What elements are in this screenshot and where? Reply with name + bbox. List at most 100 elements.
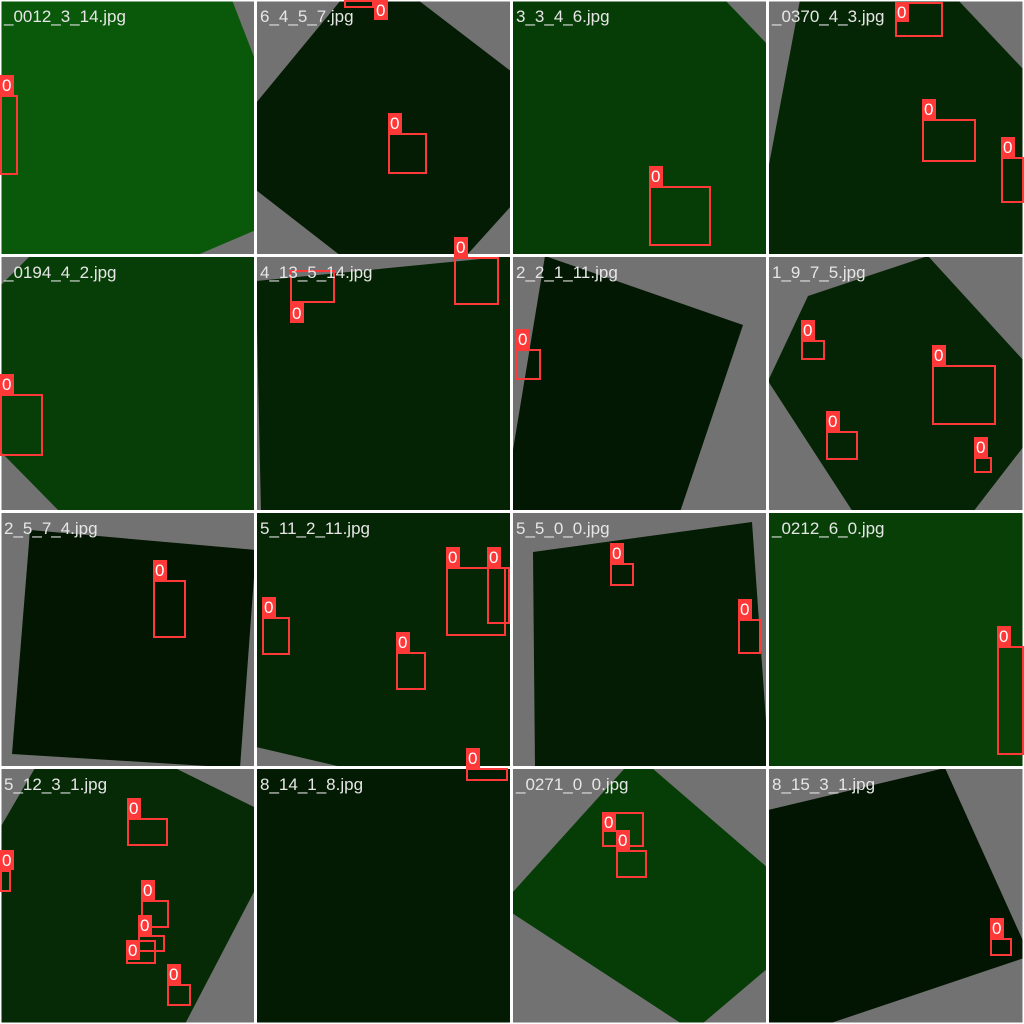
tile-boxes: 0 [0, 75, 18, 175]
mosaic-tile [768, 768, 1024, 1024]
microscopy-image [256, 768, 512, 1024]
image-filename: 5_11_2_11.jpg [260, 519, 370, 538]
class-label-background [602, 812, 616, 832]
class-label: 0 [128, 941, 137, 960]
class-label: 0 [604, 813, 613, 832]
class-label: 0 [155, 561, 164, 580]
bounding-box [974, 457, 992, 473]
image-filename: 8_14_1_8.jpg [260, 775, 363, 794]
tile-boxes: 00 [602, 812, 647, 878]
bounding-box [167, 984, 191, 1006]
tile-boxes: 0 [649, 166, 711, 246]
mosaic-tile [512, 256, 768, 512]
class-label-background [388, 113, 402, 133]
tile-boxes: 00 [290, 237, 499, 323]
class-label-background [997, 626, 1011, 646]
mosaic-tile [768, 0, 1024, 256]
class-label: 0 [489, 548, 498, 567]
image-filename: 3_3_4_6.jpg [516, 7, 610, 26]
class-label-background [932, 345, 946, 365]
class-label-background [801, 320, 815, 340]
bounding-box [922, 119, 976, 162]
microscopy-image [0, 256, 256, 512]
tile-boxes: 0 [466, 748, 508, 781]
image-filename: 5_12_3_1.jpg [4, 775, 107, 794]
class-label: 0 [897, 3, 906, 22]
mosaic-tile [256, 512, 512, 768]
image-filename: _0212_6_0.jpg [771, 519, 885, 538]
class-label-background [487, 547, 501, 567]
class-label-background [610, 543, 624, 563]
class-label: 0 [129, 799, 138, 818]
class-label-background [262, 597, 276, 617]
bounding-box [1001, 157, 1024, 203]
class-label: 0 [398, 633, 407, 652]
bounding-box [0, 870, 11, 892]
class-label-background [0, 75, 14, 95]
class-label: 0 [143, 881, 152, 900]
tile-boxes: 0 [153, 560, 186, 638]
bounding-box [396, 652, 426, 690]
mosaic-tile [512, 0, 768, 256]
bounding-box [487, 567, 510, 624]
image-filename: 5_5_0_0.jpg [516, 519, 610, 538]
microscopy-image [768, 256, 1024, 512]
image-filename: 2_5_7_4.jpg [4, 519, 98, 538]
bounding-box [0, 95, 18, 175]
bounding-box [801, 340, 825, 360]
mosaic-tile [256, 256, 512, 512]
class-label: 0 [2, 375, 11, 394]
image-filename: _0370_4_3.jpg [771, 7, 885, 26]
class-label-background [167, 964, 181, 984]
class-label: 0 [924, 100, 933, 119]
microscopy-image [0, 0, 256, 256]
class-label-background [396, 632, 410, 652]
tile-boxes: 0 [990, 918, 1012, 956]
class-label: 0 [264, 598, 273, 617]
microscopy-image [512, 768, 768, 1024]
class-label: 0 [1003, 138, 1012, 157]
class-label: 0 [740, 600, 749, 619]
bounding-box [262, 617, 290, 655]
bounding-box [290, 270, 335, 303]
mosaic-tile [0, 512, 256, 768]
microscopy-image [256, 256, 512, 512]
class-label: 0 [518, 330, 527, 349]
bounding-box [738, 619, 761, 654]
bounding-box [932, 365, 996, 425]
tile-boxes: 00 [610, 543, 761, 654]
class-label: 0 [999, 627, 1008, 646]
bounding-box [388, 133, 427, 174]
bounding-box [0, 394, 43, 456]
bounding-box [141, 900, 169, 928]
class-label-background [649, 166, 663, 186]
class-label-background [290, 303, 304, 323]
class-label-background [1001, 137, 1015, 157]
class-label-background [0, 374, 14, 394]
mosaic-tile [0, 0, 256, 256]
image-filename: 2_2_1_11.jpg [516, 263, 618, 282]
class-label: 0 [651, 167, 660, 186]
class-label: 0 [612, 544, 621, 563]
tile-boxes: 0 0 0 0 [801, 320, 996, 473]
microscopy-image [12, 530, 256, 768]
mosaic-tile [512, 512, 768, 768]
microscopy-image [533, 522, 768, 768]
class-label-background [454, 237, 468, 257]
class-label-background [990, 918, 1004, 938]
class-label: 0 [2, 76, 11, 95]
class-label-background [895, 2, 909, 22]
image-filename: _0194_4_2.jpg [3, 263, 117, 282]
image-filename: 6_4_5_7.jpg [260, 7, 354, 26]
microscopy-image [768, 512, 1024, 768]
bounding-box [466, 768, 508, 781]
class-label-background [446, 547, 460, 567]
class-label-background [138, 915, 152, 935]
class-label: 0 [828, 412, 837, 431]
class-label: 0 [169, 965, 178, 984]
tile-boxes: 0 0 0 [895, 2, 1024, 203]
mosaic-tile [0, 256, 256, 512]
